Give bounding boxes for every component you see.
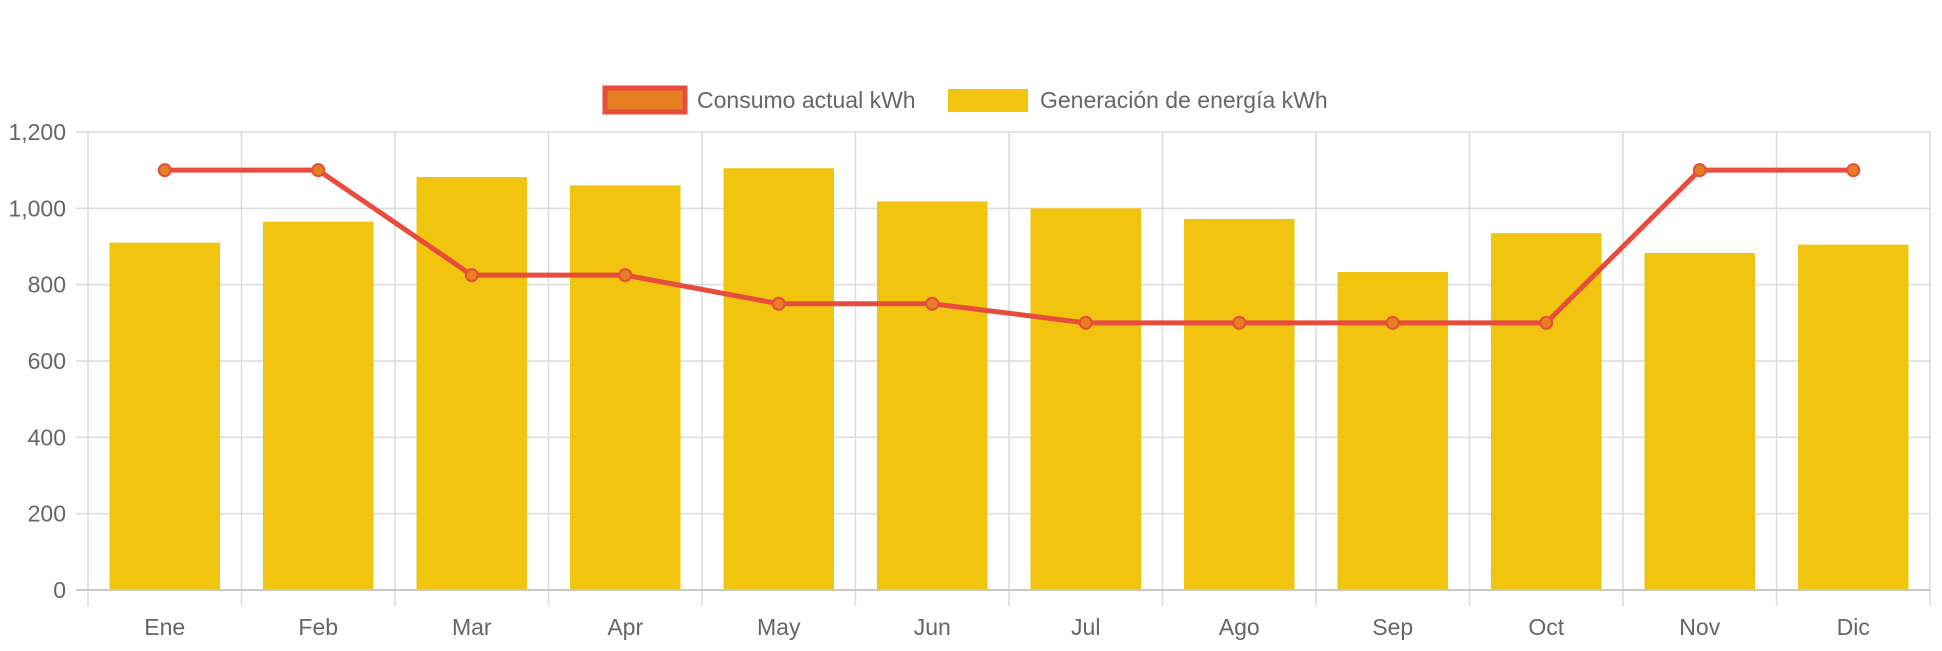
bar-generacion [262, 221, 374, 591]
bar-series [109, 168, 1909, 591]
bar-generacion [1797, 244, 1909, 590]
gridlines [76, 131, 1931, 606]
x-tick-label: Mar [452, 614, 492, 640]
legend-label-generacion: Generación de energía kWh [1040, 87, 1328, 113]
y-tick-label: 800 [28, 272, 66, 298]
point-consumo [157, 163, 172, 178]
point-consumo [1385, 315, 1400, 330]
legend-swatch-generacion [948, 89, 1028, 112]
x-tick-label: Jul [1071, 614, 1100, 640]
point-consumo [1539, 315, 1554, 330]
axes: 0 200 400 600 800 1,000 1,200 Ene Feb Mar Apr May Ju… [8, 119, 1930, 640]
point-consumo [464, 268, 479, 283]
bar-generacion [1644, 252, 1756, 590]
y-tick-label: 0 [53, 577, 66, 603]
bar-generacion [416, 177, 528, 590]
point-consumo [618, 268, 633, 283]
legend-swatch-consumo [602, 85, 688, 115]
bar-generacion [1183, 219, 1295, 590]
bar-generacion [876, 201, 988, 591]
y-tick-label: 200 [28, 501, 66, 527]
y-tick-label: 600 [28, 348, 66, 374]
point-consumo [1078, 315, 1093, 330]
y-tick-label: 400 [28, 424, 66, 450]
x-tick-label: Apr [607, 614, 643, 640]
point-consumo [1232, 315, 1247, 330]
bar-generacion [1490, 233, 1602, 590]
point-consumo [925, 296, 940, 311]
legend: Consumo actual kWh Generación de energía… [602, 85, 1328, 115]
line-series [157, 163, 1861, 330]
bar-generacion [723, 168, 835, 590]
x-tick-label: Dic [1837, 614, 1870, 640]
legend-label-consumo: Consumo actual kWh [697, 87, 916, 113]
point-consumo [1692, 163, 1707, 178]
x-tick-label: Ago [1219, 614, 1260, 640]
point-consumo [771, 296, 786, 311]
bar-generacion [1030, 208, 1142, 591]
legend-item-generacion[interactable]: Generación de energía kWh [948, 87, 1328, 113]
x-tick-label: May [757, 614, 801, 640]
x-tick-label: Nov [1679, 614, 1720, 640]
x-tick-label: Ene [144, 614, 185, 640]
x-tick-label: Jun [914, 614, 951, 640]
bar-generacion [109, 242, 221, 590]
line-consumo [164, 167, 1854, 326]
y-tick-label: 1,200 [8, 119, 66, 145]
point-consumo [311, 163, 326, 178]
point-consumo [1846, 163, 1861, 178]
y-tick-label: 1,000 [8, 195, 66, 221]
x-tick-label: Sep [1372, 614, 1413, 640]
x-tick-label: Feb [298, 614, 338, 640]
bar-generacion [569, 185, 681, 590]
x-tick-label: Oct [1528, 614, 1564, 640]
legend-item-consumo[interactable]: Consumo actual kWh [602, 85, 916, 115]
